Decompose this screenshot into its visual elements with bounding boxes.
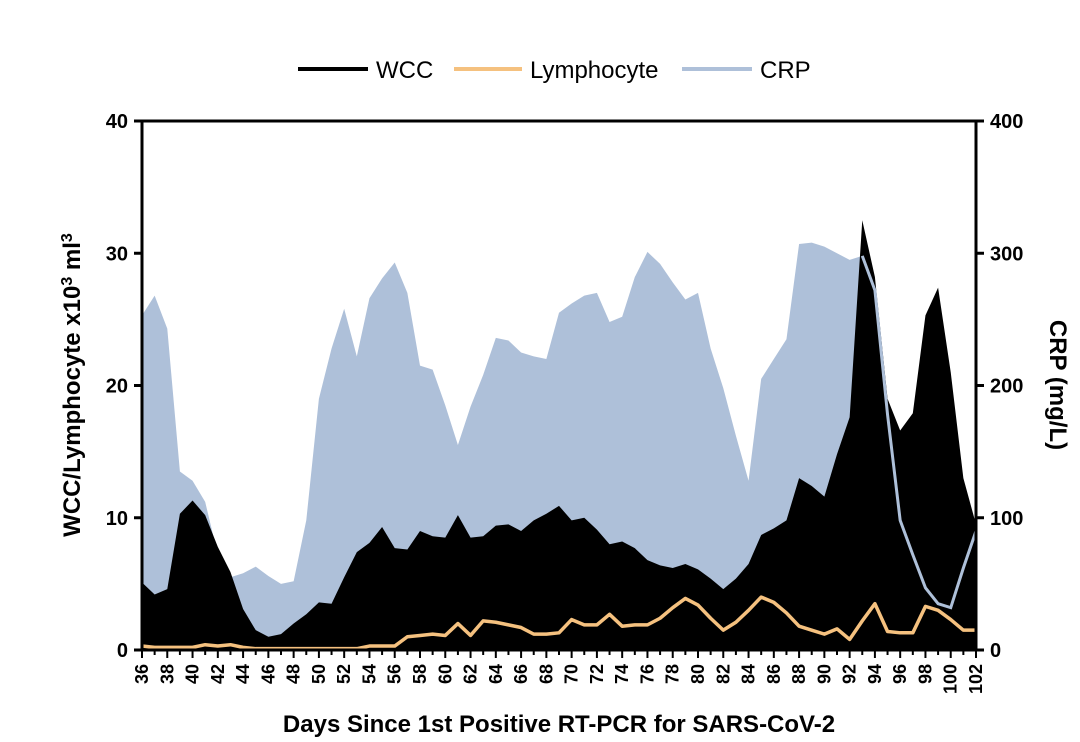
x-tick-label: 56	[385, 664, 405, 684]
x-tick-label: 64	[486, 664, 506, 684]
x-tick-label: 38	[157, 664, 177, 684]
right-tick-label: 200	[990, 376, 1023, 398]
left-tick-label: 0	[117, 640, 128, 662]
left-axis-title-main: WCC/Lymphocyte x10	[59, 286, 86, 537]
x-axis-ticks: 36 38 40 42 44 46 48 50 52 54 56 58 60 62 64 66 68 70 72 74…	[132, 650, 986, 694]
right-tick-label: 0	[990, 640, 1001, 662]
right-axis-ticks: 0 100 200 300 400	[976, 111, 1023, 662]
x-tick-label: 90	[814, 664, 834, 684]
x-tick-label: 82	[713, 664, 733, 684]
left-tick-label: 20	[106, 376, 128, 398]
x-tick-label: 78	[663, 664, 683, 684]
x-tick-label: 98	[915, 664, 935, 684]
x-tick-label: 44	[233, 664, 253, 684]
x-tick-label: 86	[764, 664, 784, 684]
right-axis-title: CRP (mg/L)	[1044, 320, 1071, 450]
x-tick-label: 70	[562, 664, 582, 684]
x-tick-label: 84	[739, 664, 759, 684]
x-tick-label: 102	[966, 664, 986, 694]
right-tick-label: 100	[990, 508, 1023, 530]
left-axis-title-unit-sup: 3	[59, 233, 76, 242]
x-tick-label: 54	[359, 664, 379, 684]
x-axis-title: Days Since 1st Positive RT-PCR for SARS-…	[283, 711, 835, 738]
left-axis-ticks: 0 10 20 30 40	[106, 111, 142, 662]
right-tick-label: 400	[990, 111, 1023, 133]
left-axis-title-sup: 3	[59, 277, 76, 286]
x-tick-label: 58	[410, 664, 430, 684]
left-tick-label: 40	[106, 111, 128, 133]
left-tick-label: 10	[106, 508, 128, 530]
x-tick-label: 74	[612, 664, 632, 684]
wcc-area	[142, 220, 976, 650]
x-tick-label: 92	[840, 664, 860, 684]
x-tick-label: 68	[536, 664, 556, 684]
x-tick-label: 80	[688, 664, 708, 684]
legend-label-lymphocyte: Lymphocyte	[530, 57, 659, 84]
right-tick-label: 300	[990, 243, 1023, 265]
legend-label-crp: CRP	[760, 57, 811, 84]
x-tick-label: 46	[258, 664, 278, 684]
x-tick-label: 72	[587, 664, 607, 684]
legend-label-wcc: WCC	[376, 57, 433, 84]
x-tick-label: 50	[309, 664, 329, 684]
x-tick-label: 96	[890, 664, 910, 684]
left-axis-title: WCC/Lymphocyte x103 ml3	[59, 233, 87, 537]
x-tick-label: 94	[865, 664, 885, 684]
x-tick-label: 42	[208, 664, 228, 684]
x-tick-label: 52	[334, 664, 354, 684]
x-tick-label: 66	[511, 664, 531, 684]
x-tick-label: 100	[941, 664, 961, 694]
legend: WCC Lymphocyte CRP	[298, 57, 811, 84]
crp-line	[860, 255, 978, 610]
plot-area	[141, 220, 978, 651]
x-tick-label: 88	[789, 664, 809, 684]
x-tick-label: 62	[461, 664, 481, 684]
left-axis-title-unit: ml	[59, 242, 86, 277]
left-tick-label: 30	[106, 243, 128, 265]
x-tick-label: 60	[435, 664, 455, 684]
x-tick-label: 76	[637, 664, 657, 684]
x-tick-label: 48	[284, 664, 304, 684]
x-tick-label: 36	[132, 664, 152, 684]
x-tick-label: 40	[183, 664, 203, 684]
